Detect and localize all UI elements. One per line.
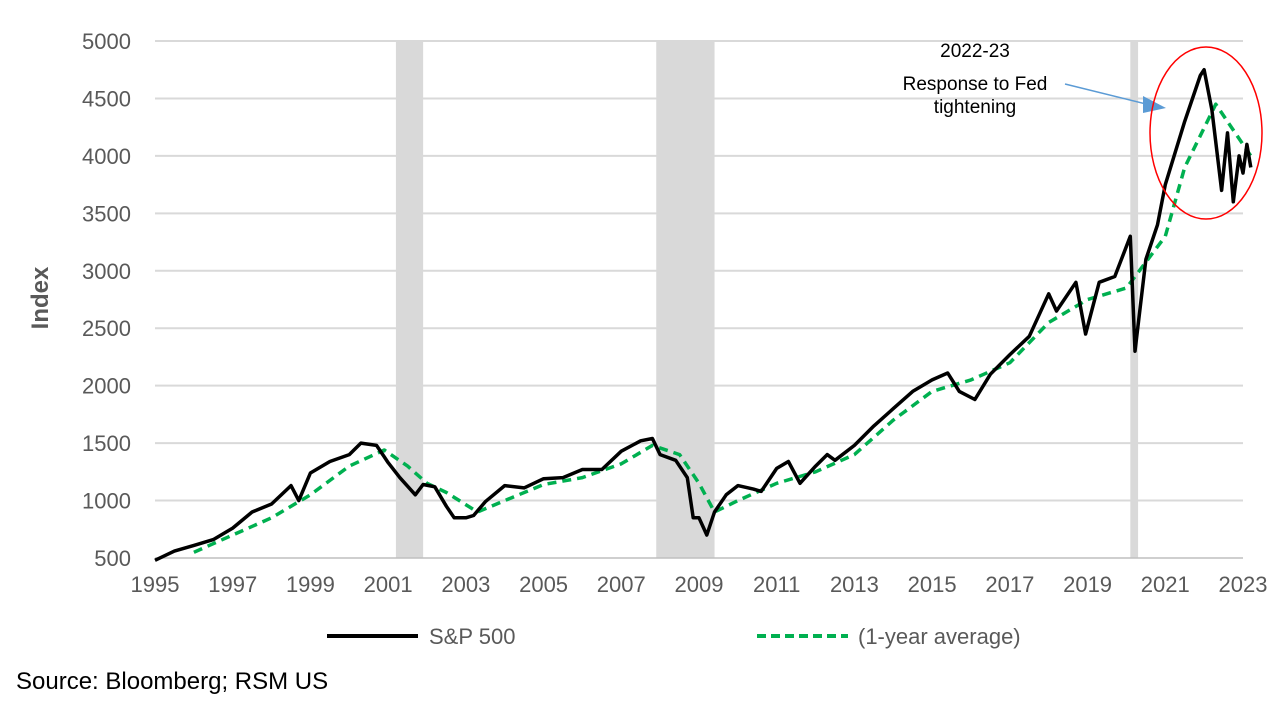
x-tick-label: 2007 (597, 572, 646, 597)
x-tick-label: 2015 (908, 572, 957, 597)
recession-band (395, 41, 424, 558)
y-axis-label: Index (27, 266, 54, 329)
annotation-arrowhead (1143, 96, 1166, 113)
x-tick-label: 2003 (441, 572, 490, 597)
x-tick-label: 2019 (1063, 572, 1112, 597)
y-tick-label: 4000 (82, 144, 131, 169)
legend-label-average: (1-year average) (858, 624, 1021, 649)
x-tick-label: 2011 (753, 572, 800, 597)
sp500-line (154, 67, 1253, 562)
legend: S&P 500 (1-year average) (327, 624, 1021, 649)
y-tick-label: 3500 (82, 201, 131, 226)
x-tick-label: 1997 (208, 572, 257, 597)
x-tick-label: 2001 (364, 572, 413, 597)
annotation-line-2: Response to Fed (903, 74, 1048, 95)
series-lines (154, 67, 1253, 562)
x-tick-label: 1999 (286, 572, 335, 597)
one-year-average-line (193, 102, 1253, 554)
y-axis-ticks: 500 1000 1500 2000 2500 3000 3500 4000 4500 5000 (82, 29, 131, 571)
x-tick-label: 2005 (519, 572, 568, 597)
x-tick-label: 2021 (1141, 572, 1190, 597)
y-tick-label: 2000 (82, 374, 131, 399)
gridlines (155, 40, 1243, 559)
annotation-circle (1149, 46, 1263, 220)
annotation: 2022-23 Response to Fed tightening (903, 41, 1263, 220)
y-tick-label: 1000 (82, 489, 131, 514)
annotation-line-1: 2022-23 (940, 41, 1010, 62)
source-note: Source: Bloomberg; RSM US (16, 668, 329, 695)
annotation-line-3: tightening (934, 97, 1016, 118)
y-tick-label: 1500 (82, 431, 131, 456)
legend-label-sp500: S&P 500 (429, 624, 515, 649)
x-tick-label: 1995 (131, 572, 180, 597)
annotation-arrow (1064, 83, 1151, 106)
x-tick-label: 2013 (830, 572, 879, 597)
y-tick-label: 3000 (82, 259, 131, 284)
x-axis-ticks: 1995 1997 1999 2001 2003 2005 2007 2009 2011 2013… (131, 572, 1268, 597)
x-tick-label: 2023 (1219, 572, 1268, 597)
x-tick-label: 2017 (985, 572, 1034, 597)
y-tick-label: 2500 (82, 316, 131, 341)
y-tick-label: 500 (94, 546, 131, 571)
x-tick-label: 2009 (675, 572, 724, 597)
recession-band (656, 41, 715, 558)
y-tick-label: 4500 (82, 86, 131, 111)
y-tick-label: 5000 (82, 29, 131, 54)
